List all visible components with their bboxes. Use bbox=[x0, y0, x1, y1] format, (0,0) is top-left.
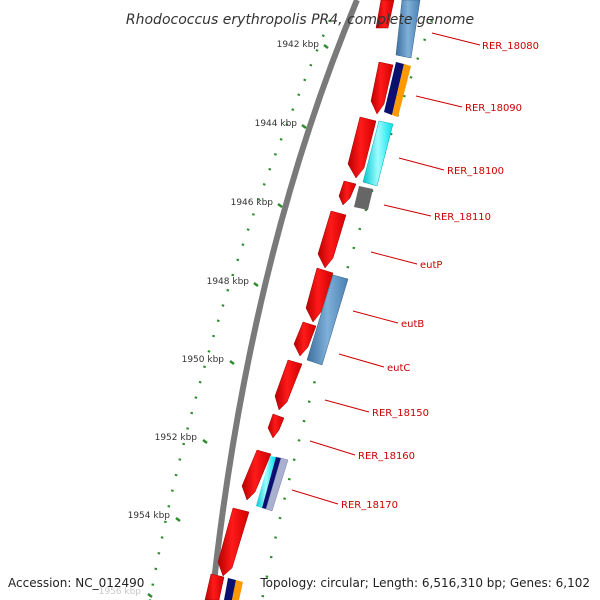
kbp-label: 1952 kbp bbox=[155, 433, 198, 443]
gene-arrow-red bbox=[217, 507, 250, 577]
gene-label[interactable]: eutP bbox=[420, 260, 442, 271]
gene-arrow-red bbox=[338, 180, 357, 206]
gene-feature-steelblue bbox=[395, 0, 421, 59]
gene-arrow-red bbox=[274, 359, 303, 411]
kbp-label: 1946 kbp bbox=[231, 198, 274, 208]
gene-feature-cyan bbox=[362, 120, 394, 187]
gene-arrow-red bbox=[370, 61, 394, 115]
map-title: Rhodococcus erythropolis PR4, complete g… bbox=[126, 12, 474, 28]
gene-arrow-red bbox=[293, 321, 317, 357]
kbp-label: 1944 kbp bbox=[255, 119, 298, 129]
gene-feature-orange bbox=[232, 580, 243, 600]
gene-feature-lavender bbox=[265, 457, 289, 512]
map-footer: Accession: NC_012490 Topology: circular;… bbox=[8, 576, 590, 590]
gene-feature-steelblue bbox=[306, 274, 349, 366]
accession-text: Accession: NC_012490 bbox=[8, 576, 144, 590]
summary-text: Topology: circular; Length: 6,516,310 bp… bbox=[259, 576, 590, 590]
kbp-tick-marks bbox=[147, 44, 329, 598]
gene-arrow-red bbox=[204, 573, 225, 600]
gene-labels: RER_18080 RER_18090 RER_18100 RER_18110 … bbox=[341, 41, 539, 511]
gene-feature-navy bbox=[384, 62, 404, 115]
kbp-label: 1942 kbp bbox=[277, 40, 320, 50]
gene-label[interactable]: RER_18110 bbox=[434, 212, 491, 223]
gene-arrow-red bbox=[317, 210, 347, 269]
gene-feature-cyan bbox=[256, 456, 276, 508]
gene-arrow-red bbox=[241, 449, 272, 501]
gene-feature-navy bbox=[224, 578, 236, 600]
gene-label[interactable]: RER_18160 bbox=[358, 451, 415, 462]
gene-feature-orange bbox=[392, 64, 411, 117]
gene-label[interactable]: RER_18090 bbox=[465, 103, 522, 114]
gene-arrow-red bbox=[375, 0, 395, 29]
gene-features bbox=[204, 0, 421, 600]
kbp-tick-labels: 1942 kbp 1944 kbp 1946 kbp 1948 kbp 1950… bbox=[99, 40, 320, 597]
gene-arrow-red bbox=[305, 267, 334, 323]
kbp-label: 1948 kbp bbox=[207, 277, 250, 287]
genome-backbone bbox=[209, 0, 360, 600]
kbp-label: 1950 kbp bbox=[182, 355, 225, 365]
gene-arrow-red bbox=[347, 116, 377, 179]
label-leader-lines bbox=[291, 32, 481, 505]
kbp-label: 1956 kbp bbox=[99, 587, 142, 597]
scale-dotted-arc bbox=[148, 19, 332, 600]
gene-label[interactable]: RER_18150 bbox=[372, 408, 429, 419]
gene-arrow-red bbox=[267, 413, 285, 439]
gene-feature-gray bbox=[354, 186, 373, 210]
kbp-label: 1954 kbp bbox=[128, 511, 171, 521]
gene-label[interactable]: eutB bbox=[401, 319, 424, 330]
gene-label[interactable]: RER_18100 bbox=[447, 166, 504, 177]
gene-label[interactable]: RER_18170 bbox=[341, 500, 398, 511]
gene-label[interactable]: RER_18080 bbox=[482, 41, 539, 52]
gc-dotted-arc bbox=[260, 19, 434, 600]
gene-label[interactable]: eutC bbox=[387, 363, 410, 374]
gene-feature-navy bbox=[262, 457, 281, 509]
